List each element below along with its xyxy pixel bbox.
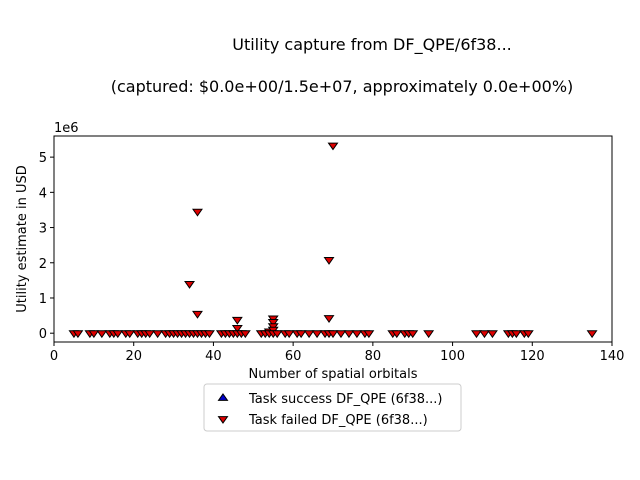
y-axis-label: Utility estimate in USD [15,165,30,312]
x-tick-label: 100 [440,349,465,364]
y-tick-label: 5 [39,151,47,166]
failed-point [144,330,156,339]
failed-point [231,316,243,325]
data-points [68,142,598,339]
x-tick-label: 80 [365,349,382,364]
legend-label: Task success DF_QPE (6f38...) [248,392,443,407]
failed-point [486,330,498,339]
y-offset-label: 1e6 [54,121,79,136]
failed-point [363,330,375,339]
x-tick-label: 20 [125,349,142,364]
failed-point [88,330,100,339]
chart-subtitle: (captured: $0.0e+00/1.5e+07, approximate… [111,77,574,96]
failed-point [152,330,164,339]
failed-point [479,330,490,339]
failed-point [112,330,124,339]
failed-point [323,257,335,265]
failed-point [303,330,315,339]
x-axis-label: Number of spatial orbitals [248,367,417,382]
y-tick-label: 4 [39,186,47,201]
y-tick-label: 1 [39,292,47,307]
y-tick-label: 3 [39,222,47,237]
failed-point [343,330,355,339]
chart-title: Utility capture from DF_QPE/6f38... [232,35,512,55]
axis-ticks: 0 20 40 60 80 100 120 140 0 1 2 3 4 5 [39,151,625,364]
failed-point [72,330,84,339]
failed-point [351,330,363,339]
failed-point [423,330,435,339]
failed-point [239,330,251,339]
y-tick-label: 0 [39,327,47,342]
failed-point [311,330,323,339]
failed-point [522,330,534,339]
failed-point [192,208,203,217]
failed-point [335,330,347,339]
failed-point [184,280,195,289]
failed-point [510,330,522,339]
legend-box [203,383,462,432]
failed-point [586,330,598,339]
failed-point [295,330,307,339]
x-tick-label: 0 [50,349,58,364]
x-tick-label: 60 [285,349,302,364]
failed-point [327,330,339,339]
failed-point [407,330,419,339]
x-tick-label: 140 [600,349,625,364]
legend: Task success DF_QPE (6f38...) Task failed… [203,383,462,432]
failed-point [323,315,335,323]
failed-point [471,330,482,339]
failed-point [283,330,295,339]
plot-frame [53,135,613,343]
legend-success-marker [217,393,229,401]
failed-point [203,330,215,339]
legend-failed-marker [217,416,229,424]
failed-point [192,310,203,319]
failed-point [124,330,136,339]
failed-point [267,318,279,327]
x-tick-label: 120 [520,349,545,364]
failed-point [391,330,403,339]
legend-label: Task failed DF_QPE (6f38...) [248,413,428,428]
y-tick-label: 2 [39,257,47,272]
failed-point [96,330,108,339]
failed-point [271,330,283,339]
failed-point [327,142,339,151]
failed-point [231,324,243,333]
x-tick-label: 40 [205,349,222,364]
